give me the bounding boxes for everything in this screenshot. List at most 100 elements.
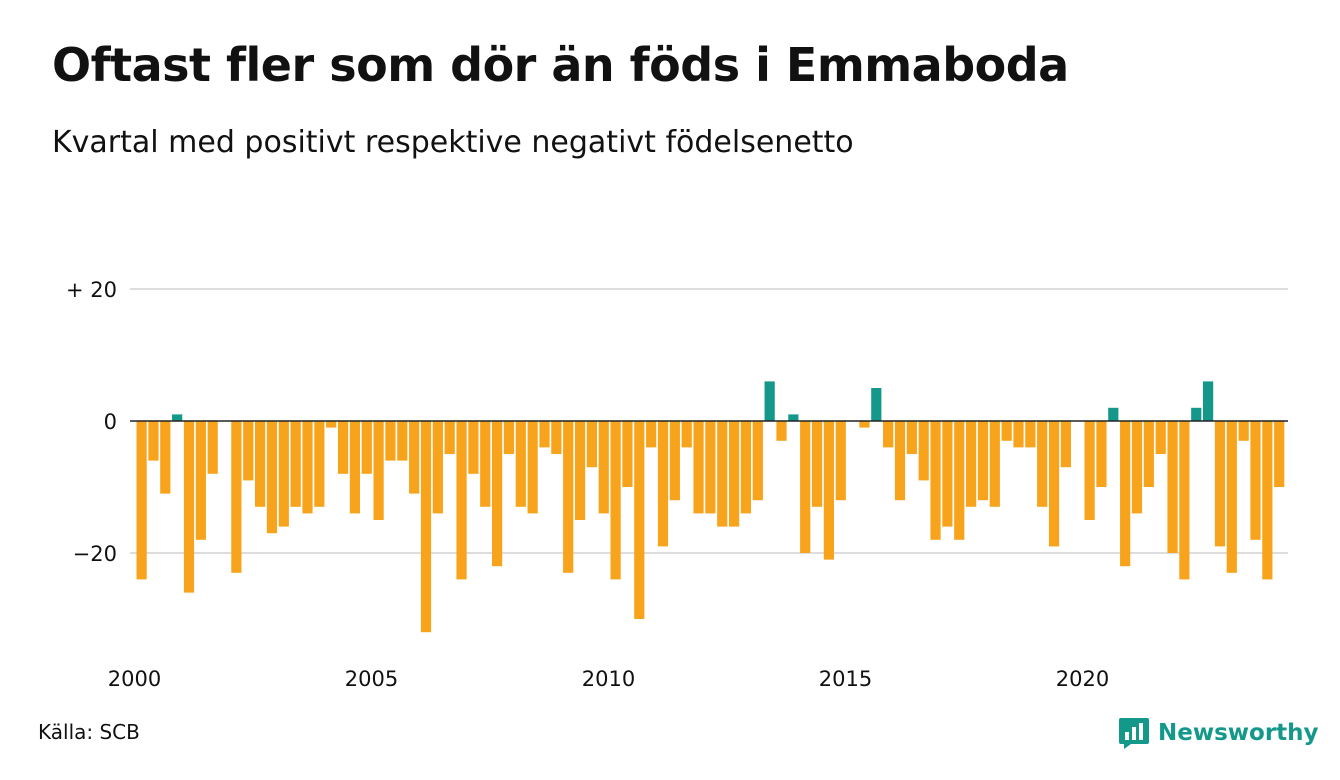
bar-negative — [503, 421, 515, 454]
bar-positive — [788, 414, 799, 421]
bar-negative — [409, 421, 420, 494]
bar-positive — [764, 381, 775, 421]
bar-negative — [361, 421, 372, 474]
bar-negative — [231, 421, 242, 573]
bar-negative — [243, 421, 254, 481]
bar-negative — [954, 421, 965, 540]
bar-negative — [290, 421, 301, 507]
x-tick-label: 2000 — [108, 667, 161, 691]
bar-negative — [811, 421, 823, 507]
bar-negative — [160, 421, 171, 494]
y-tick-label: −20 — [73, 542, 117, 566]
bar-negative — [1250, 421, 1261, 540]
bar-positive — [1203, 381, 1214, 421]
bar-negative — [539, 421, 550, 448]
bar-negative — [646, 421, 657, 448]
x-tick-label: 2005 — [345, 667, 398, 691]
bar-negative — [456, 421, 467, 580]
bar-negative — [835, 421, 846, 501]
bar-negative — [183, 421, 195, 593]
brand-logo: Newsworthy — [1118, 713, 1319, 753]
bar-negative — [752, 421, 763, 501]
bar-negative — [586, 421, 597, 468]
bar-negative — [266, 421, 278, 534]
bar-negative — [1048, 421, 1060, 547]
bar-positive — [1191, 407, 1202, 421]
bar-negative — [136, 421, 147, 580]
bar-negative — [859, 421, 870, 428]
bar-negative — [574, 421, 586, 520]
bar-negative — [906, 421, 917, 454]
source-note: Källa: SCB — [38, 720, 140, 744]
brand-name: Newsworthy — [1158, 720, 1319, 746]
bar-negative — [669, 421, 680, 501]
bar-negative — [563, 421, 574, 573]
bar-negative — [492, 421, 503, 567]
bar-negative — [942, 421, 953, 527]
bar-negative — [444, 421, 455, 454]
bar-negative — [610, 421, 621, 580]
bar-negative — [693, 421, 704, 514]
bar-negative — [326, 421, 337, 428]
bar-positive — [172, 414, 183, 421]
bar-negative — [1179, 421, 1190, 580]
bar-negative — [432, 421, 443, 514]
bar-negative — [1143, 421, 1154, 487]
bar-negative — [385, 421, 396, 461]
bar-negative — [1226, 421, 1237, 573]
bar-negative — [148, 421, 159, 461]
bar-negative — [681, 421, 692, 448]
bar-negative — [337, 421, 349, 474]
bar-negative — [515, 421, 526, 507]
bar-negative — [622, 421, 633, 487]
bar-negative — [776, 421, 787, 441]
bar-negative — [1262, 421, 1273, 580]
gridlines — [130, 288, 1288, 554]
x-tick-label: 2020 — [1056, 667, 1109, 691]
bar-negative — [705, 421, 716, 514]
bar-negative — [657, 421, 669, 547]
bar-negative — [1037, 421, 1048, 507]
bar-negative — [373, 421, 384, 520]
bar-negative — [598, 421, 609, 514]
bar-negative — [740, 421, 752, 514]
chart-subtitle: Kvartal med positivt respektive negativt… — [52, 125, 854, 160]
bar-negative — [195, 421, 206, 540]
bar-negative — [207, 421, 218, 474]
y-axis-ticks: + 20 0 −20 — [66, 278, 117, 566]
bar-negative — [1060, 421, 1071, 468]
chart-title: Oftast fler som dör än föds i Emmaboda — [52, 38, 1069, 92]
x-tick-label: 2015 — [819, 667, 872, 691]
bar-negative — [349, 421, 360, 514]
bar-negative — [883, 421, 894, 448]
bar-negative — [729, 421, 740, 527]
bar-negative — [551, 421, 562, 454]
bar-negative — [918, 421, 929, 481]
bar-negative — [1096, 421, 1107, 487]
bar-negative — [314, 421, 325, 507]
bar-negative — [823, 421, 834, 560]
bar-negative — [302, 421, 313, 514]
bar-negative — [1167, 421, 1178, 553]
bar-positive — [1108, 407, 1119, 421]
y-tick-label: + 20 — [66, 278, 117, 302]
bar-negative — [1155, 421, 1166, 454]
bar-negative — [1238, 421, 1249, 441]
x-tick-label: 2010 — [582, 667, 635, 691]
bar-negative — [1001, 421, 1012, 441]
bar-negative — [1120, 421, 1131, 567]
bar-negative — [1214, 421, 1226, 547]
bar-negative — [527, 421, 538, 514]
bar-negative — [894, 421, 906, 501]
bar-negative — [977, 421, 989, 501]
bar-negative — [1084, 421, 1095, 520]
bar-negative — [480, 421, 491, 507]
bar-negative — [634, 421, 645, 619]
bar-negative — [989, 421, 1000, 507]
bar-negative — [1025, 421, 1036, 448]
bar-positive — [871, 388, 882, 421]
bar-negative — [255, 421, 266, 507]
x-axis-ticks: 2000 2005 2010 2015 2020 — [108, 420, 1288, 691]
bar-negative — [420, 421, 432, 633]
bar-negative — [1013, 421, 1024, 448]
